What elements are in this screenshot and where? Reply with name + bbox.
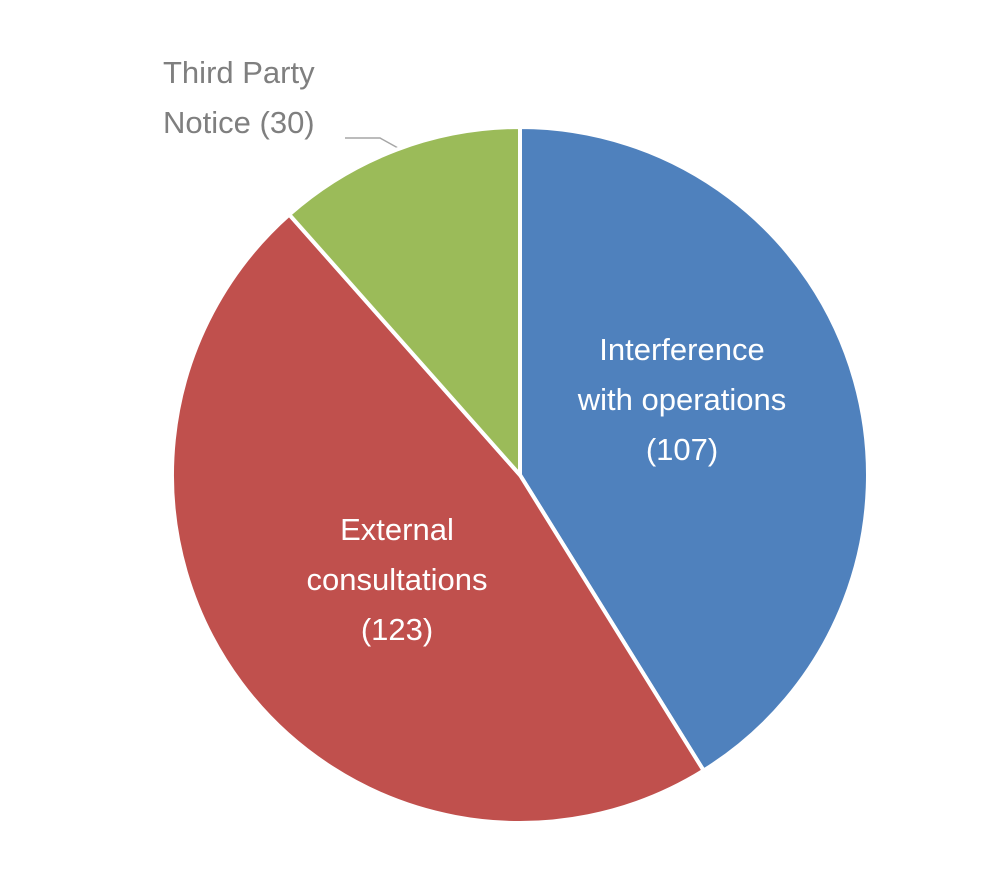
value-label: (107) [645,432,719,467]
value-label: (30) [259,105,315,140]
pie-slice [169,212,706,825]
pie-slice [287,125,522,477]
slice-label: Third Party Notice (30) [163,48,363,148]
slice-label: External consultations (123) [282,505,512,655]
category-label: Third Party Notice [163,55,315,140]
value-label: (123) [360,612,434,647]
slice-label: Interference with operations (107) [572,325,792,475]
leader-line [345,137,399,149]
pie-slice [518,125,870,773]
category-label: Interference with operations [577,332,787,417]
category-label: External consultations [306,512,488,597]
